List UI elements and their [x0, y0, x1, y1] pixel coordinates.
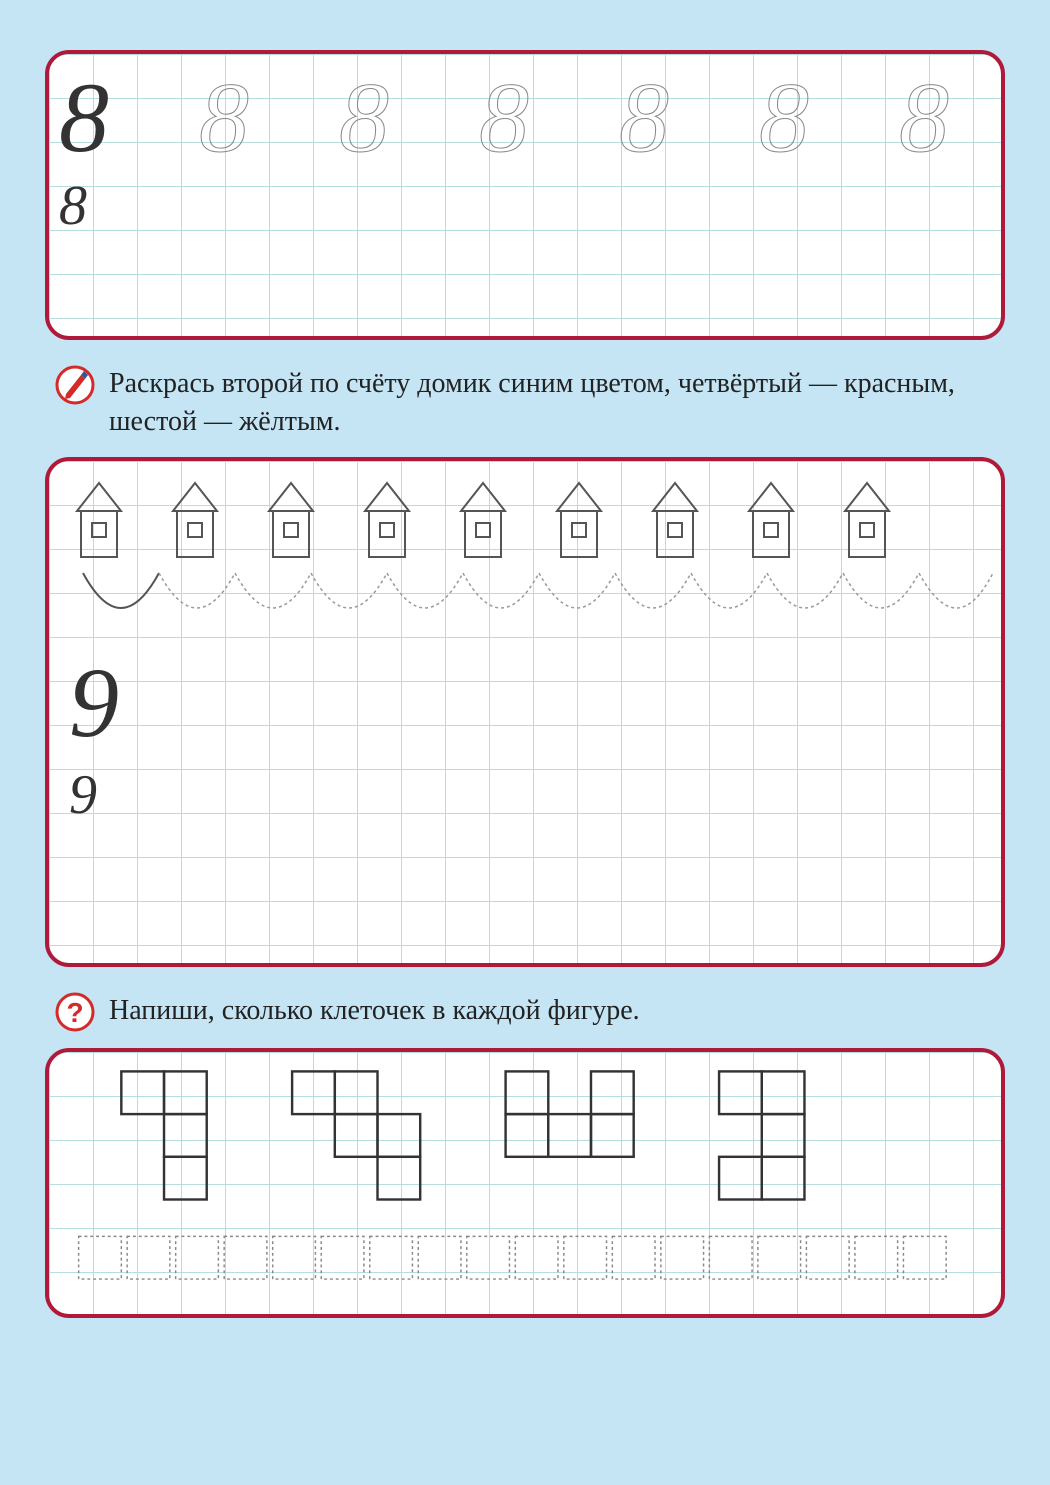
row-8-small: 8 8 8 8 8 8 8 8 8 8 — [49, 168, 1001, 234]
answer-box — [564, 1236, 607, 1279]
shape-4-cell — [762, 1114, 805, 1157]
digit-9-small-dotted: 9 — [971, 767, 999, 823]
answer-box — [370, 1236, 413, 1279]
digit-9-dotted: 9 — [489, 653, 539, 753]
shape-3-cell — [591, 1071, 634, 1114]
instruction-color-houses: Раскрась второй по счёту домик синим цве… — [55, 365, 995, 441]
shape-2-cell — [335, 1071, 378, 1114]
digit-8-small-dotted: 8 — [675, 178, 703, 234]
shape-2-cell — [335, 1114, 378, 1157]
digit-8-small-solid: 8 — [59, 178, 87, 234]
digit-8-solid: 8 — [59, 68, 109, 168]
digit-9-dotted: 9 — [209, 653, 259, 753]
instruction-count-cells: ? Напиши, сколько клеточек в каждой фигу… — [55, 992, 995, 1032]
digit-8-small-dotted: 8 — [587, 178, 615, 234]
digit-8-dotted: 8 — [199, 68, 249, 168]
house-2 — [169, 477, 221, 563]
house-7 — [649, 477, 701, 563]
digit-9-small-dotted: 9 — [807, 767, 835, 823]
tracing-panel-8: 8 8 8 8 8 8 8 8 8 8 8 8 8 8 8 8 8 — [45, 50, 1005, 340]
answer-box — [176, 1236, 219, 1279]
shape-4-cell — [719, 1071, 762, 1114]
row-8-large: 8 8 8 8 8 8 8 — [49, 54, 1001, 168]
shape-1-cell — [164, 1071, 207, 1114]
digit-9-small-dotted: 9 — [151, 767, 179, 823]
answer-box — [903, 1236, 946, 1279]
digit-8-small-dotted: 8 — [499, 178, 527, 234]
shape-4-cell — [762, 1071, 805, 1114]
digit-8-dotted: 8 — [479, 68, 529, 168]
shapes-svg — [49, 1052, 1001, 1314]
question-icon: ? — [55, 992, 95, 1032]
digit-9-small-dotted: 9 — [561, 767, 589, 823]
house-5 — [457, 477, 509, 563]
shape-1-cell — [164, 1156, 207, 1199]
digit-8-small-dotted: 8 — [235, 178, 263, 234]
digit-9-solid: 9 — [69, 653, 119, 753]
answer-box — [127, 1236, 170, 1279]
count-cells-panel — [45, 1048, 1005, 1318]
house-4 — [361, 477, 413, 563]
houses-row — [49, 461, 1001, 563]
answer-box — [224, 1236, 267, 1279]
pencil-icon — [55, 365, 95, 405]
digit-9-small-dotted: 9 — [643, 767, 671, 823]
digit-8-dotted: 8 — [899, 68, 949, 168]
instruction-text: Напиши, сколько клеточек в каждой фигуре… — [109, 992, 640, 1030]
house-3 — [265, 477, 317, 563]
answer-box — [758, 1236, 801, 1279]
answer-box — [321, 1236, 364, 1279]
digit-9-dotted: 9 — [769, 653, 819, 753]
row-9-small: 9 9 9 9 9 9 9 9 9 9 9 9 9 — [49, 753, 1001, 823]
answer-box — [515, 1236, 558, 1279]
shape-2-cell — [292, 1071, 335, 1114]
answer-box — [79, 1236, 122, 1279]
answer-box — [855, 1236, 898, 1279]
row-9-large: 9 9 9 9 9 9 9 9 — [49, 643, 1001, 753]
answer-box — [273, 1236, 316, 1279]
instruction-text: Раскрась второй по счёту домик синим цве… — [109, 365, 995, 441]
digit-8-small-dotted: 8 — [851, 178, 879, 234]
tracing-panel-houses-9: 9 9 9 9 9 9 9 9 9 9 9 9 9 9 9 9 9 9 9 9 … — [45, 457, 1005, 967]
answer-box — [661, 1236, 704, 1279]
digit-9-small-dotted: 9 — [479, 767, 507, 823]
shape-3-cell — [506, 1071, 549, 1114]
shape-2-cell — [378, 1114, 421, 1157]
digit-8-small-dotted: 8 — [323, 178, 351, 234]
digit-8-dotted: 8 — [759, 68, 809, 168]
arcs-row — [49, 563, 1001, 643]
house-6 — [553, 477, 605, 563]
svg-text:?: ? — [66, 997, 83, 1028]
digit-9-small-dotted: 9 — [889, 767, 917, 823]
digit-8-small-dotted: 8 — [763, 178, 791, 234]
house-1 — [73, 477, 125, 563]
shape-4-cell — [762, 1156, 805, 1199]
digit-9-dotted: 9 — [909, 653, 959, 753]
digit-9-small-solid: 9 — [69, 767, 97, 823]
digit-9-small-dotted: 9 — [233, 767, 261, 823]
digit-9-dotted: 9 — [629, 653, 679, 753]
house-8 — [745, 477, 797, 563]
digit-8-small-dotted: 8 — [411, 178, 439, 234]
answer-box — [467, 1236, 510, 1279]
house-9 — [841, 477, 893, 563]
digit-9-small-dotted: 9 — [725, 767, 753, 823]
digit-9-dotted: 9 — [349, 653, 399, 753]
shape-2-cell — [378, 1156, 421, 1199]
shape-1-cell — [121, 1071, 164, 1114]
shape-1-cell — [164, 1114, 207, 1157]
digit-9-small-dotted: 9 — [397, 767, 425, 823]
answer-box — [612, 1236, 655, 1279]
digit-8-dotted: 8 — [339, 68, 389, 168]
shape-4-cell — [719, 1156, 762, 1199]
digit-8-small-dotted: 8 — [147, 178, 175, 234]
answer-box — [418, 1236, 461, 1279]
answer-box — [806, 1236, 849, 1279]
digit-9-small-dotted: 9 — [315, 767, 343, 823]
shape-3-cell — [591, 1114, 634, 1157]
answer-box — [709, 1236, 752, 1279]
digit-8-dotted: 8 — [619, 68, 669, 168]
shape-3-cell — [506, 1114, 549, 1157]
shape-3-cell — [548, 1114, 591, 1157]
